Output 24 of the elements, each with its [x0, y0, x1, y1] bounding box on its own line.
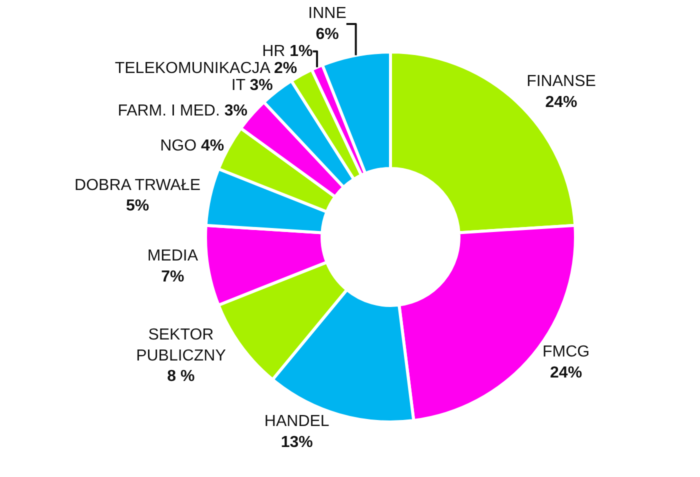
data-label: 1%: [290, 42, 313, 60]
slice-label: FMCG: [542, 344, 590, 361]
slice-label: HR: [262, 42, 286, 60]
slice-label: FARM. I MED.: [118, 102, 220, 120]
data-label: 24%: [545, 94, 578, 111]
data-label: 3%: [250, 77, 273, 94]
slice-label: TELEKOMUNIKACJA: [114, 60, 270, 77]
data-label: 6%: [316, 26, 339, 43]
data-label: 2%: [274, 60, 298, 77]
slice-label: MEDIA: [147, 248, 198, 265]
slice-label: SEKTOR PUBLICZNY: [136, 326, 226, 364]
slice-label: HANDEL: [264, 413, 330, 430]
slice-label: INNE: [308, 5, 346, 22]
data-label: 24%: [550, 364, 582, 382]
data-label: 4%: [201, 137, 224, 154]
data-label: 13%: [280, 434, 313, 451]
slice-label: DOBRA TRWAŁE: [74, 176, 201, 194]
slice-label: FINANSE: [526, 73, 596, 90]
data-label: 7%: [161, 268, 184, 286]
slice-label: NGO: [160, 137, 197, 154]
slice-label: IT: [231, 77, 246, 94]
data-label: 8 %: [167, 368, 195, 386]
data-label: 5%: [126, 198, 150, 215]
data-label: 3%: [224, 102, 248, 120]
